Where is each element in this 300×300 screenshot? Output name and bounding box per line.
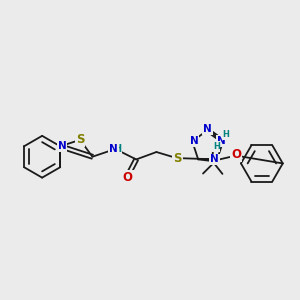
Text: S: S [76, 133, 84, 146]
Text: N: N [58, 141, 66, 151]
Text: N: N [190, 136, 198, 146]
Text: O: O [231, 148, 241, 161]
Text: H: H [113, 144, 122, 154]
Text: H: H [222, 130, 229, 139]
Text: N: N [109, 144, 118, 154]
Text: N: N [203, 124, 212, 134]
Text: S: S [173, 152, 182, 165]
Text: N: N [210, 154, 219, 164]
Text: N: N [217, 136, 226, 146]
Text: H: H [213, 142, 220, 151]
Text: O: O [123, 171, 133, 184]
